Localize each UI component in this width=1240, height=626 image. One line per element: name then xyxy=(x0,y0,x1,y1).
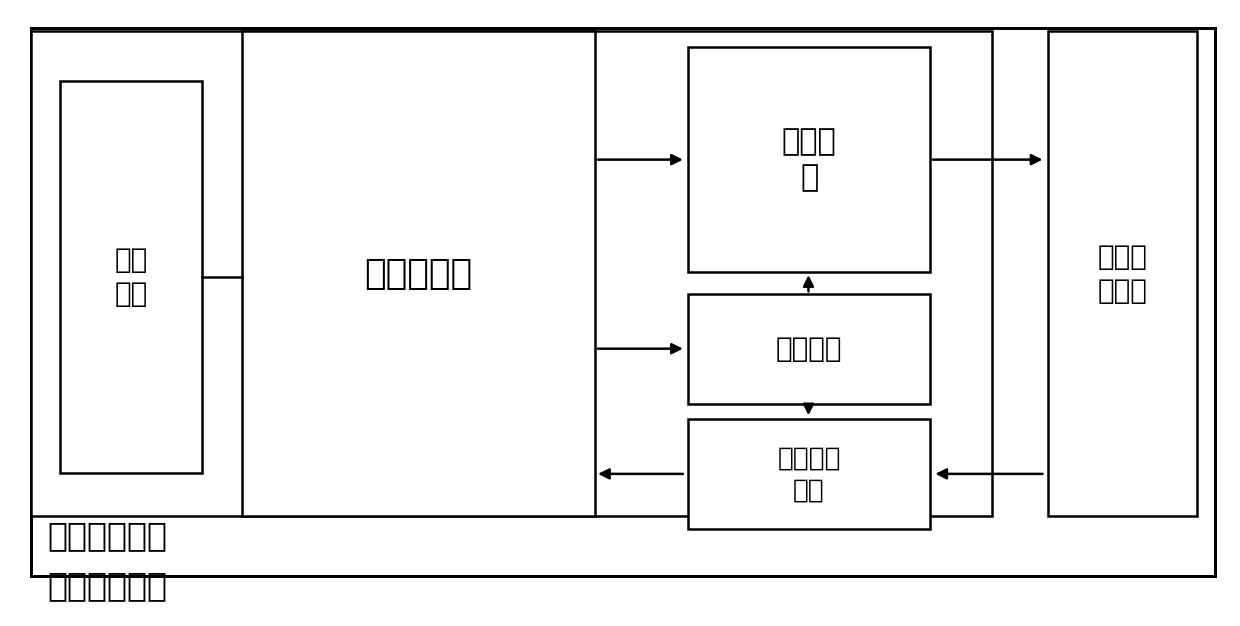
Text: 智能控制电路: 智能控制电路 xyxy=(47,519,167,552)
Bar xyxy=(688,47,930,272)
Text: 状态监控
电路: 状态监控 电路 xyxy=(777,445,841,503)
Bar xyxy=(31,31,992,516)
Text: 对外
接口: 对外 接口 xyxy=(114,245,148,309)
Text: 功率开
关器件: 功率开 关器件 xyxy=(1097,242,1147,305)
Bar xyxy=(242,31,595,516)
Bar xyxy=(60,81,202,473)
Bar xyxy=(1048,31,1197,516)
Bar xyxy=(688,294,930,404)
Text: 保护电路: 保护电路 xyxy=(776,335,842,363)
Bar xyxy=(31,28,1215,576)
Text: 驱动电
路: 驱动电 路 xyxy=(781,127,837,192)
Text: 智能功率模块: 智能功率模块 xyxy=(47,569,167,602)
Bar xyxy=(688,419,930,529)
Text: 主控制电路: 主控制电路 xyxy=(365,257,472,291)
